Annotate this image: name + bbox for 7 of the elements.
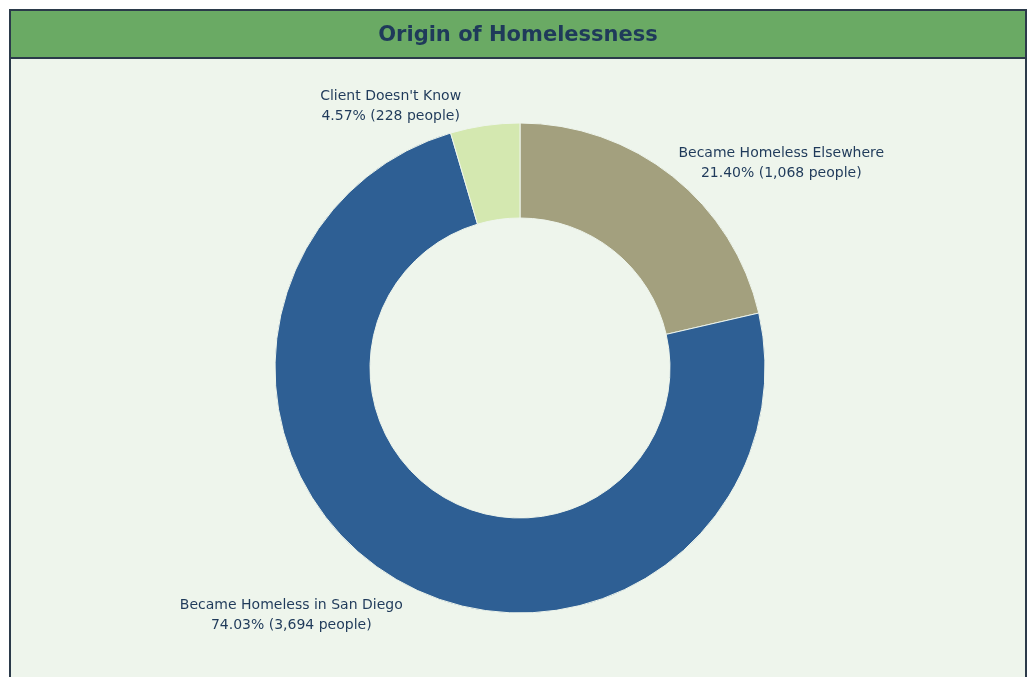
slice-label: Became Homeless in San Diego	[179, 596, 403, 613]
data-label: 74.03% (3,694 people)	[210, 616, 372, 633]
data-label: 21.40% (1,068 people)	[700, 163, 862, 180]
data-label: 4.57% (228 people)	[321, 106, 460, 123]
chart-title: Origin of Homelessness	[378, 22, 658, 46]
slice-label: Client Doesn't Know	[320, 86, 462, 103]
slice-label: Became Homeless Elsewhere	[678, 143, 885, 160]
